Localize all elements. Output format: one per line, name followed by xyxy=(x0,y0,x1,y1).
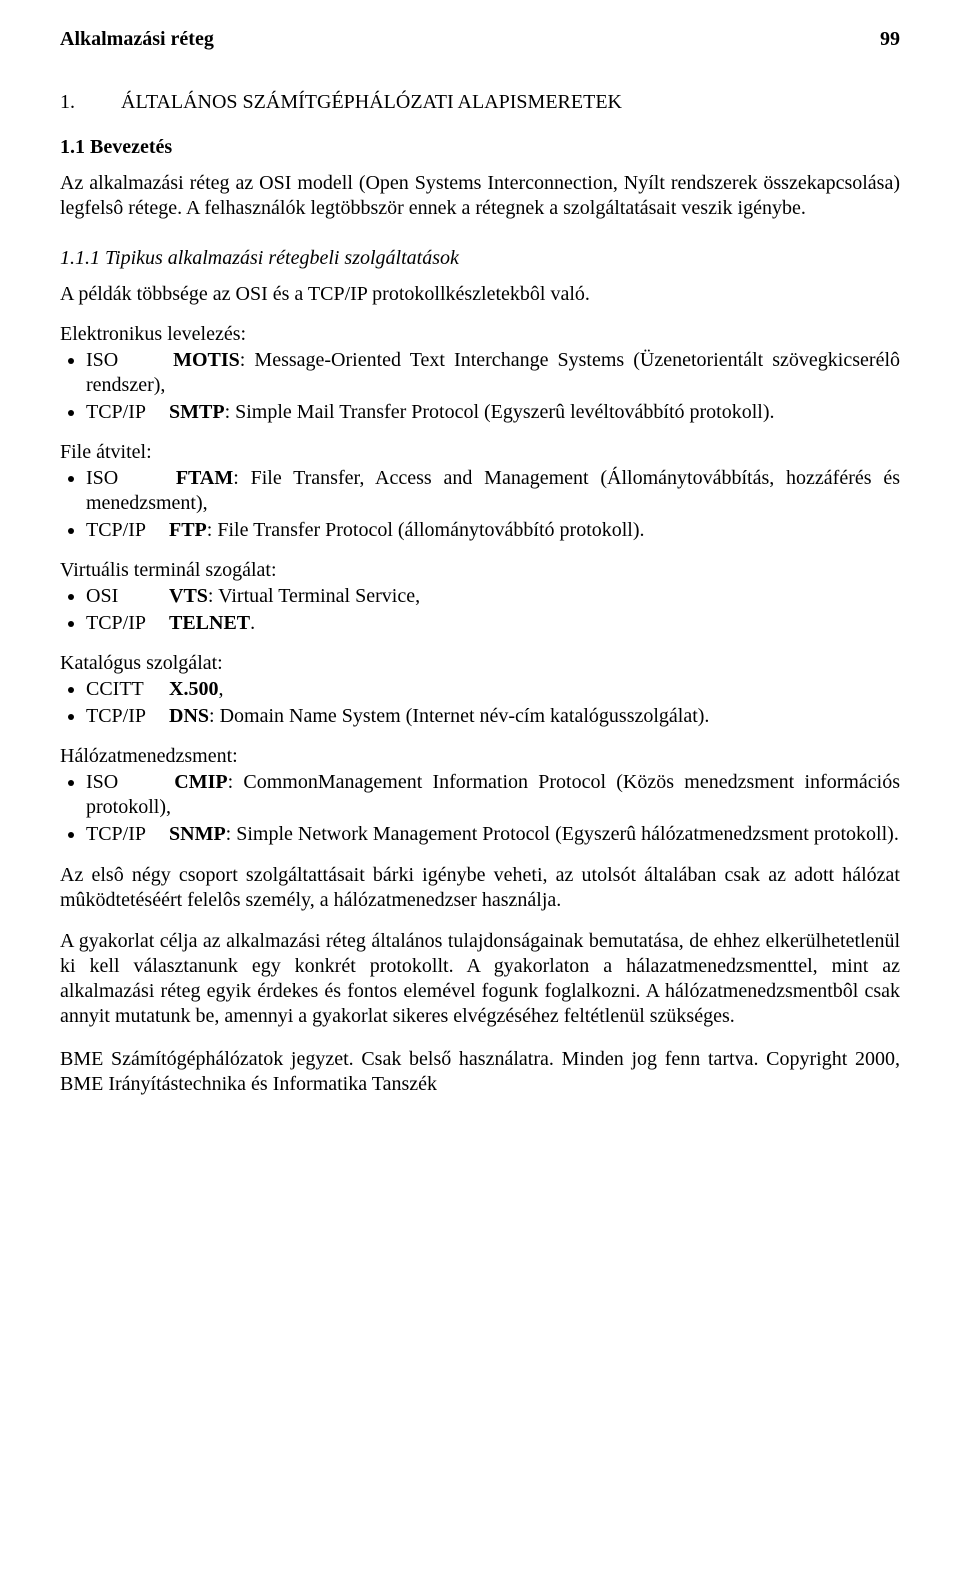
protocol-desc: Simple Mail Transfer Protocol (Egyszerû … xyxy=(235,401,774,423)
list-item: TCP/IP TELNET. xyxy=(86,611,900,636)
protocol-desc: Domain Name System (Internet név-cím kat… xyxy=(220,705,710,727)
group-title-vt: Virtuális terminál szogálat: xyxy=(60,559,900,582)
service-list-file: ISO FTAM: File Transfer, Access and Mana… xyxy=(60,466,900,543)
protocol-label: CMIP xyxy=(174,771,227,793)
service-list-netmgmt: ISO CMIP: CommonManagement Information P… xyxy=(60,770,900,847)
list-item: ISO MOTIS: Message-Oriented Text Interch… xyxy=(86,348,900,398)
org-label: TCP/IP xyxy=(86,518,164,543)
section-h3: 1.1.1 Tipikus alkalmazási rétegbeli szol… xyxy=(60,247,900,270)
list-item: TCP/IP SNMP: Simple Network Management P… xyxy=(86,822,900,847)
service-list-catalog: CCITT X.500, TCP/IP DNS: Domain Name Sys… xyxy=(60,677,900,729)
service-list-vt: OSI VTS: Virtual Terminal Service, TCP/I… xyxy=(60,584,900,636)
group-title-netmgmt: Hálózatmenedzsment: xyxy=(60,745,900,768)
protocol-label: FTAM xyxy=(176,467,233,489)
org-label: ISO xyxy=(86,770,164,795)
h3-paragraph: A példák többsége az OSI és a TCP/IP pro… xyxy=(60,282,900,307)
copyright-footer: BME Számítógéphálózatok jegyzet. Csak be… xyxy=(60,1047,900,1097)
list-item: ISO CMIP: CommonManagement Information P… xyxy=(86,770,900,820)
protocol-desc: File Transfer Protocol (állománytovábbít… xyxy=(217,519,644,541)
running-header: Alkalmazási réteg 99 xyxy=(60,28,900,51)
intro-paragraph: Az alkalmazási réteg az OSI modell (Open… xyxy=(60,171,900,221)
org-label: TCP/IP xyxy=(86,400,164,425)
protocol-desc: Virtual Terminal Service, xyxy=(218,585,420,607)
protocol-label: SMTP xyxy=(169,401,225,423)
protocol-label: DNS xyxy=(169,705,209,727)
protocol-label: VTS xyxy=(169,585,208,607)
section-h2: 1.1 Bevezetés xyxy=(60,136,900,159)
section-h1: 1. ÁLTALÁNOS SZÁMÍTGÉPHÁLÓZATI ALAPISMER… xyxy=(60,91,900,114)
list-item: TCP/IP DNS: Domain Name System (Internet… xyxy=(86,704,900,729)
protocol-label: MOTIS xyxy=(173,349,240,371)
org-label: TCP/IP xyxy=(86,611,164,636)
org-label: CCITT xyxy=(86,677,164,702)
protocol-label: SNMP xyxy=(169,823,226,845)
h1-number: 1. xyxy=(60,91,116,114)
org-label: TCP/IP xyxy=(86,704,164,729)
protocol-label: FTP xyxy=(169,519,207,541)
org-label: TCP/IP xyxy=(86,822,164,847)
protocol-label: TELNET xyxy=(169,612,250,634)
service-list-email: ISO MOTIS: Message-Oriented Text Interch… xyxy=(60,348,900,425)
org-label: OSI xyxy=(86,584,164,609)
protocol-desc: Simple Network Management Protocol (Egys… xyxy=(236,823,899,845)
closing-paragraph-2: A gyakorlat célja az alkalmazási réteg á… xyxy=(60,929,900,1029)
closing-paragraph-1: Az elsô négy csoport szolgáltattásait bá… xyxy=(60,863,900,913)
group-title-catalog: Katalógus szolgálat: xyxy=(60,652,900,675)
list-item: TCP/IP FTP: File Transfer Protocol (állo… xyxy=(86,518,900,543)
header-title: Alkalmazási réteg xyxy=(60,28,214,51)
list-item: ISO FTAM: File Transfer, Access and Mana… xyxy=(86,466,900,516)
list-item: CCITT X.500, xyxy=(86,677,900,702)
h1-title: ÁLTALÁNOS SZÁMÍTGÉPHÁLÓZATI ALAPISMERETE… xyxy=(121,91,622,113)
group-title-file: File átvitel: xyxy=(60,441,900,464)
list-item: OSI VTS: Virtual Terminal Service, xyxy=(86,584,900,609)
org-label: ISO xyxy=(86,466,164,491)
list-item: TCP/IP SMTP: Simple Mail Transfer Protoc… xyxy=(86,400,900,425)
org-label: ISO xyxy=(86,348,164,373)
header-page-number: 99 xyxy=(880,28,900,51)
group-title-email: Elektronikus levelezés: xyxy=(60,323,900,346)
document-page: Alkalmazási réteg 99 1. ÁLTALÁNOS SZÁMÍT… xyxy=(0,0,960,1594)
protocol-label: X.500 xyxy=(169,678,218,700)
